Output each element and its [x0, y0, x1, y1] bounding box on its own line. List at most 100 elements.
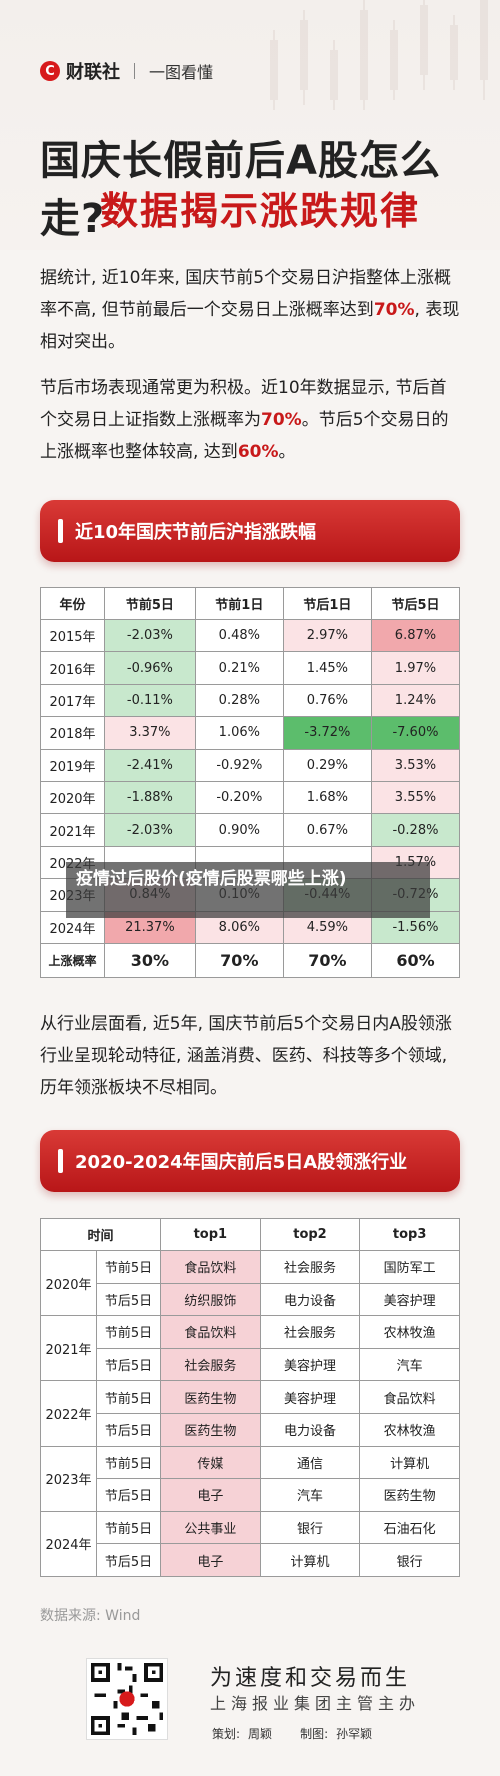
table-row: 节后5日 纺织服饰 电力设备 美容护理 — [41, 1282, 460, 1317]
table-row: 2021年 -2.03% 0.90% 0.67% -0.28% — [40, 813, 461, 847]
table-row: 节后5日 电子 汽车 医药生物 — [41, 1478, 460, 1512]
logo-c-icon: C — [40, 61, 60, 81]
para2-text-a: 节后市场表现通常更为积极。近10年数据显示, 节后首个交易日上证指数上涨概率为 — [40, 378, 447, 430]
data-source: 数据来源: Wind — [40, 1608, 141, 1624]
industry-cell: 电力设备 — [259, 1282, 361, 1317]
industry-cell: 农林牧渔 — [359, 1315, 460, 1349]
header-cell: 节后5日 — [370, 587, 461, 620]
year-cell: 2019年 — [40, 748, 105, 782]
publisher-line: 上海报业集团主管主办 — [210, 1694, 421, 1713]
value-cell: 3.53% — [370, 748, 461, 782]
year-cell: 2015年 — [40, 618, 105, 653]
para1-text-a: 据统计, 近10年来, 国庆节前5个交易日沪指整体上涨概率不高, 但节前最后一个… — [40, 268, 452, 320]
table-header-row: 年份 节前5日 节前1日 节后1日 节后5日 — [40, 587, 461, 620]
value-cell: 0.21% — [194, 651, 284, 685]
value-cell: -0.92% — [194, 748, 284, 782]
table-row: 2018年 3.37% 1.06% -3.72% -7.60% — [40, 716, 461, 750]
table-row: 2019年 -2.41% -0.92% 0.29% 3.53% — [40, 748, 461, 782]
industry-cell: 食品饮料 — [160, 1315, 261, 1349]
value-cell: -0.20% — [194, 780, 284, 815]
period-cell: 节后5日 — [96, 1478, 161, 1512]
summary-value: 30% — [104, 942, 196, 978]
header-cell: top3 — [359, 1218, 460, 1251]
value-cell: -2.41% — [104, 748, 196, 782]
intro-paragraph-1: 据统计, 近10年来, 国庆节前5个交易日沪指整体上涨概率不高, 但节前最后一个… — [40, 262, 460, 358]
year-cell: 2024年 — [40, 1510, 97, 1577]
year-cell: 2021年 — [40, 1315, 97, 1382]
industry-cell: 计算机 — [259, 1543, 361, 1577]
summary-row: 上涨概率 30% 70% 70% 60% — [40, 942, 461, 978]
table-row: 2017年 -0.11% 0.28% 0.76% 1.24% — [40, 683, 461, 718]
industry-cell: 公共事业 — [160, 1510, 261, 1545]
table-header-row: 时间 top1 top2 top3 — [40, 1218, 460, 1251]
brand-subtitle: 一图看懂 — [149, 63, 214, 82]
industry-cell: 美容护理 — [359, 1282, 460, 1317]
table-row: 2023年 节前5日 传媒 通信 计算机 — [40, 1445, 460, 1512]
table-row: 节后5日 社会服务 美容护理 汽车 — [41, 1347, 460, 1382]
industry-cell: 电子 — [160, 1543, 261, 1577]
credits: 策划: 周颖 制图: 孙罕颖 — [212, 1725, 372, 1742]
period-cell: 节前5日 — [96, 1445, 161, 1480]
year-cell: 2023年 — [40, 1445, 97, 1512]
maker-label: 制图: — [300, 1727, 329, 1741]
value-cell: -0.11% — [104, 683, 196, 718]
candlestick-decoration — [270, 0, 488, 110]
industry-cell: 社会服务 — [259, 1250, 361, 1284]
value-cell: -2.03% — [104, 813, 196, 847]
industry-cell: 美容护理 — [259, 1380, 361, 1414]
header-cell: top2 — [259, 1218, 361, 1251]
value-cell: -3.72% — [282, 716, 372, 750]
industry-cell: 通信 — [259, 1445, 361, 1480]
banner-accent — [58, 1149, 63, 1173]
header-cell: 年份 — [40, 587, 105, 620]
qr-code-icon — [86, 1658, 168, 1740]
table-row: 2021年 节前5日 食品饮料 社会服务 农林牧渔 — [40, 1315, 460, 1382]
table-row: 节后5日 医药生物 电力设备 农林牧渔 — [41, 1412, 460, 1447]
value-cell: 0.29% — [282, 748, 372, 782]
value-cell: 0.67% — [282, 813, 372, 847]
section-banner-1: 近10年国庆节前后沪指涨跌幅 — [40, 500, 460, 562]
industry-cell: 社会服务 — [259, 1315, 361, 1349]
header-cell: 节后1日 — [282, 587, 372, 620]
maker-name: 孙罕颖 — [336, 1727, 373, 1741]
value-cell: 3.55% — [370, 780, 461, 815]
value-cell: 0.28% — [194, 683, 284, 718]
value-cell: 6.87% — [370, 618, 461, 653]
industry-cell: 食品饮料 — [160, 1250, 261, 1284]
value-cell: 2.97% — [282, 618, 372, 653]
page-title: 国庆长假前后A股怎么走? — [40, 138, 441, 242]
para2-highlight-b: 60% — [237, 442, 279, 462]
value-cell: -0.28% — [370, 813, 461, 847]
table-row: 节后5日 电子 计算机 银行 — [41, 1543, 460, 1577]
period-cell: 节后5日 — [96, 1347, 161, 1382]
section-banner-2: 2020-2024年国庆前后5日A股领涨行业 — [40, 1130, 460, 1192]
divider — [134, 63, 135, 79]
industry-cell: 传媒 — [160, 1445, 261, 1480]
period-cell: 节前5日 — [96, 1250, 161, 1284]
value-cell: 0.48% — [194, 618, 284, 653]
period-cell: 节后5日 — [96, 1282, 161, 1317]
para2-highlight-a: 70% — [261, 410, 302, 430]
industry-cell: 银行 — [259, 1510, 361, 1545]
value-cell: 0.90% — [194, 813, 284, 847]
industry-cell: 银行 — [359, 1543, 460, 1577]
industry-cell: 汽车 — [259, 1478, 361, 1512]
value-cell: 1.97% — [370, 651, 461, 685]
value-cell: -1.88% — [104, 780, 196, 815]
industry-cell: 医药生物 — [160, 1380, 261, 1414]
value-cell: 3.37% — [104, 716, 196, 750]
header-cell: 时间 — [40, 1218, 161, 1251]
page-subtitle: 数据揭示涨跌规律 — [100, 189, 421, 233]
year-cell: 2018年 — [40, 716, 105, 750]
table-row: 2015年 -2.03% 0.48% 2.97% 6.87% — [40, 618, 461, 653]
period-cell: 节前5日 — [96, 1315, 161, 1349]
header-cell: 节前5日 — [104, 587, 196, 620]
banner-accent — [58, 519, 63, 543]
period-cell: 节前5日 — [96, 1510, 161, 1545]
header: C 财联社 一图看懂 国庆长假前后A股怎么走? 数据揭示涨跌规律 — [0, 0, 500, 250]
industry-cell: 农林牧渔 — [359, 1412, 460, 1447]
intro-paragraph-2: 节后市场表现通常更为积极。近10年数据显示, 节后首个交易日上证指数上涨概率为7… — [40, 372, 460, 468]
year-cell: 2017年 — [40, 683, 105, 718]
value-cell: -0.96% — [104, 651, 196, 685]
table-row: 2020年 -1.88% -0.20% 1.68% 3.55% — [40, 780, 461, 815]
